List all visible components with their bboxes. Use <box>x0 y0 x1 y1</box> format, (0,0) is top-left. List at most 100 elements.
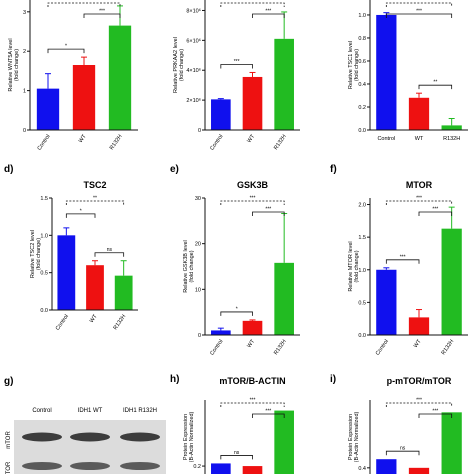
y-axis-label: (fold change) <box>179 49 185 81</box>
significance-bracket <box>220 2 285 7</box>
y-axis-label: Relative MTOR level <box>348 241 354 291</box>
significance-label: ns <box>107 247 113 253</box>
panel-title: mTOR/B-ACTIN <box>219 376 285 386</box>
panel-letter: d) <box>4 164 13 175</box>
significance-bracket <box>220 402 285 407</box>
category-label: R132H <box>441 339 456 356</box>
y-tick-label: 8×10⁶ <box>186 7 201 14</box>
bar-r132h <box>274 38 294 131</box>
y-tick-label: 3 <box>23 10 26 16</box>
y-axis-label: Relative WNT5A level <box>8 38 14 91</box>
chart-panel-e: e) GSK3B 0 10 20 30 Relative GSK3B level (fold … <box>170 164 300 357</box>
chart-panel-c: 0.0 0.2 0.4 0.6 0.8 1.0 Relative TSC1 level (fo… <box>348 0 468 142</box>
y-tick-label: 0 <box>198 333 201 339</box>
y-tick-label: 2.0 <box>358 203 366 209</box>
y-tick-label: 0.0 <box>358 128 366 134</box>
y-axis-label: Relative GSK3B level <box>183 240 189 293</box>
bar-r132h <box>441 125 462 130</box>
bar-r132h <box>274 262 294 335</box>
blot-band <box>70 462 110 470</box>
category-label: R132H <box>273 339 288 356</box>
bar-wt <box>72 65 96 130</box>
significance-label: *** <box>265 9 271 15</box>
bar-control <box>376 459 397 474</box>
chart-panel-a: 0 1 2 3 Relative WNT5A level (fold change) Con… <box>8 0 138 152</box>
lane-label: Control <box>32 408 51 414</box>
significance-label: *** <box>250 196 256 202</box>
chart-panel-b: 0 2×10⁶ 4×10⁶ 6×10⁶ 8×10⁶ Relative PRKAA2 lev… <box>173 0 300 152</box>
blot-band <box>22 432 62 442</box>
significance-bracket <box>220 455 253 460</box>
bar-r132h <box>441 228 462 335</box>
y-tick-label: 0.0 <box>40 308 48 314</box>
significance-label: *** <box>432 409 438 415</box>
bar-wt <box>408 317 430 335</box>
panel-letter: f) <box>330 164 337 175</box>
category-label: WT <box>246 133 256 144</box>
y-tick-label: 1.0 <box>40 233 48 239</box>
significance-bracket <box>65 200 125 205</box>
significance-bracket <box>385 2 453 7</box>
blot-row-label: mTOR <box>6 431 12 449</box>
significance-bracket <box>220 311 253 316</box>
bar-wt <box>408 97 430 130</box>
y-axis-label: (fold change) <box>354 250 360 282</box>
bar-r132h <box>108 25 132 130</box>
significance-label: ns <box>234 450 240 456</box>
y-axis-label: Relative TSC2 level <box>30 230 36 278</box>
panel-letter: e) <box>170 164 179 175</box>
significance-bracket <box>83 13 121 18</box>
y-tick-label: 0.2 <box>358 105 366 111</box>
y-axis-label: Relative TSC1 level <box>348 41 354 89</box>
y-tick-label: 0 <box>198 128 201 134</box>
y-axis-label: (fold change) <box>354 49 360 81</box>
bar-control <box>36 88 60 130</box>
y-tick-label: 0 <box>23 128 26 134</box>
y-tick-label: 20 <box>195 242 201 248</box>
chart-panel-i: i) p-mTOR/mTOR 0.4 Protein Expression (B-Act… <box>330 374 462 474</box>
category-label: WT <box>246 338 256 349</box>
category-label: R132H <box>273 134 288 151</box>
y-axis-label: Protein Expression <box>348 414 354 460</box>
y-tick-label: 30 <box>195 196 201 202</box>
significance-bracket <box>418 84 453 90</box>
bar-control <box>211 330 231 335</box>
chart-panel-h: h) mTOR/B-ACTIN 0.2 Protein Expression (B-Ac… <box>170 374 294 474</box>
y-tick-label: 4×10⁶ <box>186 67 201 74</box>
significance-label: *** <box>432 207 438 213</box>
y-tick-label: 1.5 <box>40 196 48 202</box>
lane-label: IDH1 R132H <box>123 408 157 414</box>
panel-title: GSK3B <box>237 180 269 190</box>
significance-bracket <box>47 2 121 7</box>
bar-r132h <box>114 275 133 310</box>
significance-bracket <box>385 13 453 18</box>
significance-label: *** <box>265 409 271 415</box>
significance-bracket <box>385 402 453 407</box>
significance-bracket <box>418 211 453 216</box>
lane-label: IDH1 WT <box>78 408 103 414</box>
significance-bracket <box>65 213 96 218</box>
bar-wt <box>86 265 104 310</box>
category-label: WT <box>415 136 424 142</box>
category-label: Control <box>375 339 390 357</box>
significance-label: * <box>236 306 238 312</box>
bar-control <box>211 99 231 130</box>
y-axis-label: (B-Actin Normalized) <box>354 411 360 462</box>
bar-wt <box>242 76 263 130</box>
y-tick-label: 0.2 <box>193 464 201 470</box>
category-label: Control <box>209 339 224 357</box>
significance-bracket <box>418 413 453 418</box>
y-axis-label: Relative PRKAA2 level <box>173 37 179 93</box>
significance-label: *** <box>99 9 105 15</box>
significance-label: *** <box>416 398 422 404</box>
bar-wt <box>242 320 263 335</box>
blot-band <box>22 462 62 470</box>
significance-label: ns <box>400 446 406 452</box>
significance-bracket <box>220 200 285 205</box>
bar-wt <box>408 467 430 474</box>
significance-bracket <box>220 64 253 69</box>
y-tick-label: 1.5 <box>358 235 366 241</box>
blot-row-label: TOR <box>6 461 12 474</box>
bar-control <box>211 463 231 474</box>
